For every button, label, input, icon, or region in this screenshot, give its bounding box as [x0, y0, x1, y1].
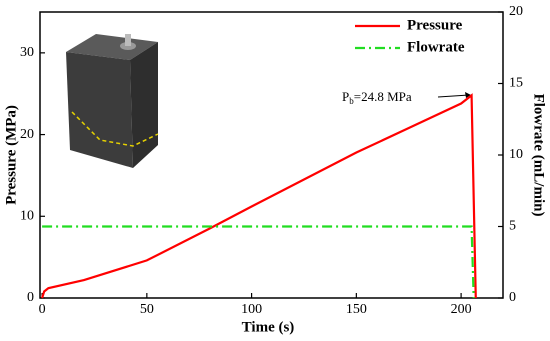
y2-tick-label: 10: [509, 147, 523, 162]
legend-label: Pressure: [407, 17, 463, 33]
y2-tick-label: 0: [509, 290, 516, 305]
y-tick-label: 20: [20, 127, 34, 142]
x-axis-title: Time (s): [242, 319, 295, 335]
inset-label: 1#: [80, 17, 94, 32]
x-tick-label: 100: [241, 302, 262, 317]
x-tick-label: 150: [346, 302, 367, 317]
annotation-main: P: [342, 89, 349, 104]
annotation-rest: =24.8 MPa: [354, 89, 412, 104]
y2-axis-title: Flowrate (mL/min): [531, 94, 547, 217]
series-line: [41, 93, 477, 299]
x-tick-label: 50: [140, 302, 154, 317]
annotation-arrow: [437, 94, 470, 98]
series-line: [42, 225, 475, 299]
x-tick-label: 200: [451, 302, 472, 317]
x-tick-label: 0: [39, 302, 46, 317]
legend-label: Flowrate: [407, 39, 465, 55]
y2-tick-label: 20: [509, 4, 523, 19]
y-tick-label: 10: [20, 209, 34, 224]
y2-tick-label: 5: [509, 219, 516, 234]
annotation-sub: b: [349, 96, 354, 106]
y-tick-label: 0: [27, 290, 34, 305]
annotation: Pb=24.8 MPa: [342, 89, 412, 106]
y-axis-title: Pressure (MPa): [3, 105, 19, 205]
inset-photo: [66, 34, 159, 168]
annotation-arrowhead: [465, 92, 471, 98]
y-tick-label: 30: [20, 45, 34, 60]
y2-tick-label: 15: [509, 76, 523, 91]
